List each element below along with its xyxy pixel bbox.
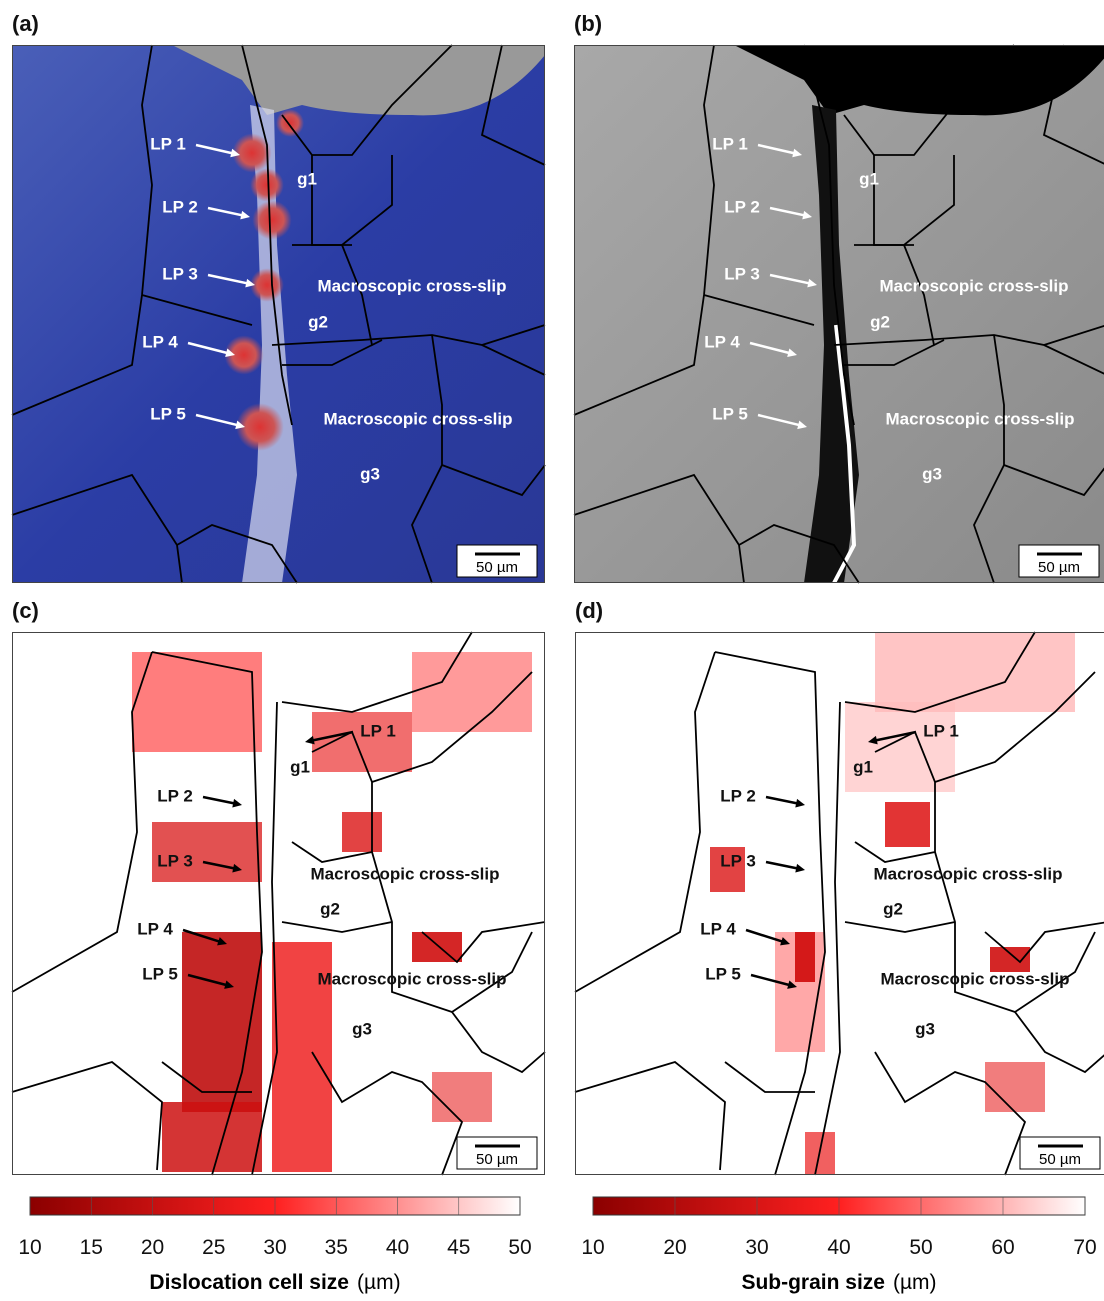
panel-label: (a) xyxy=(12,11,39,36)
panel: LP 1 LP 2 LP 3 LP 4 LP 5 g1 g2 g3 Macroscopic cr… xyxy=(574,45,1104,583)
annotation: LP 4 xyxy=(137,919,173,938)
annotation: LP 2 xyxy=(157,786,193,805)
colorbar-tick-label: 60 xyxy=(991,1236,1014,1259)
colorbar-tick-label: 10 xyxy=(18,1236,41,1259)
red-region xyxy=(342,812,382,852)
annotation: Macroscopic cross-slip xyxy=(324,409,513,428)
annotation: LP 3 xyxy=(157,851,193,870)
red-region xyxy=(990,947,1030,972)
colorbar-tick-label: 45 xyxy=(447,1236,470,1259)
scale-bar-label: 50 µm xyxy=(476,559,518,576)
annotation: LP 2 xyxy=(720,786,756,805)
red-region xyxy=(412,932,462,962)
annotation: g2 xyxy=(870,312,890,331)
colorbar-unit: (µm) xyxy=(893,1271,937,1294)
panel-label: (b) xyxy=(574,11,602,36)
annotation: LP 4 xyxy=(142,332,178,351)
annotation: Macroscopic cross-slip xyxy=(318,969,507,988)
hotspot xyxy=(250,268,284,302)
annotation: LP 5 xyxy=(150,404,186,423)
scale-bar-label: 50 µm xyxy=(476,1151,518,1168)
red-region xyxy=(412,652,532,732)
colorbar-unit: (µm) xyxy=(357,1271,401,1294)
hotspot xyxy=(276,109,304,137)
colorbar-tick-label: 40 xyxy=(827,1236,850,1259)
annotation: g1 xyxy=(859,169,879,188)
annotation: LP 1 xyxy=(150,134,186,153)
colorbar-tick-label: 25 xyxy=(202,1236,225,1259)
scale-bar-label: 50 µm xyxy=(1039,1151,1081,1168)
red-region xyxy=(432,1072,492,1122)
annotation: g1 xyxy=(853,757,873,776)
annotation: LP 4 xyxy=(704,332,740,351)
panel-label: (c) xyxy=(12,598,39,623)
red-region xyxy=(795,932,815,982)
panel: LP 1 LP 2 LP 3 LP 4 LP 5 g1 g2 g3 Macroscopic cr… xyxy=(12,45,545,583)
colorbar-tick-label: 40 xyxy=(386,1236,409,1259)
annotation: g1 xyxy=(297,169,317,188)
figure: LP 1 LP 2 LP 3 LP 4 LP 5 g1 g2 g3 Macroscopic cr… xyxy=(0,0,1104,1296)
annotation: g2 xyxy=(308,312,328,331)
red-region xyxy=(162,1102,262,1172)
annotation: LP 2 xyxy=(724,197,760,216)
colorbar-title: Dislocation cell size (µm) xyxy=(149,1271,400,1294)
colorbar-tick-label: 20 xyxy=(663,1236,686,1259)
colorbar-tick-label: 20 xyxy=(141,1236,164,1259)
annotation: LP 3 xyxy=(720,851,756,870)
annotation: g2 xyxy=(883,899,903,918)
annotation: LP 5 xyxy=(705,964,741,983)
annotation: g3 xyxy=(915,1019,935,1038)
hotspot xyxy=(252,200,291,239)
colorbar-tick-label: 70 xyxy=(1073,1236,1096,1259)
annotation: Macroscopic cross-slip xyxy=(874,864,1063,883)
colorbar-tick-label: 50 xyxy=(909,1236,932,1259)
scale-bar-label: 50 µm xyxy=(1038,559,1080,576)
colorbar-tick-label: 35 xyxy=(325,1236,348,1259)
annotation: LP 1 xyxy=(712,134,748,153)
annotation: g1 xyxy=(290,757,310,776)
annotation: LP 1 xyxy=(923,721,959,740)
panel-label: (d) xyxy=(575,598,603,623)
annotation: g2 xyxy=(320,899,340,918)
annotation: LP 1 xyxy=(360,721,396,740)
annotation: LP 3 xyxy=(724,264,760,283)
red-region xyxy=(132,652,262,752)
annotation: Macroscopic cross-slip xyxy=(318,276,507,295)
colorbar-tick-label: 15 xyxy=(80,1236,103,1259)
annotation: LP 2 xyxy=(162,197,198,216)
annotation: LP 3 xyxy=(162,264,198,283)
colorbar-title-text: Dislocation cell size xyxy=(149,1271,349,1294)
panel: LP 1 LP 2 LP 3 LP 4 LP 5 g1 g2 g3 Macroscopic cr… xyxy=(12,632,545,1175)
colorbar-tick-label: 30 xyxy=(263,1236,286,1259)
red-region xyxy=(875,632,1075,712)
red-region xyxy=(885,802,930,847)
annotation: Macroscopic cross-slip xyxy=(311,864,500,883)
red-region xyxy=(845,702,955,792)
colorbar-tick-label: 30 xyxy=(745,1236,768,1259)
annotation: LP 4 xyxy=(700,919,736,938)
annotation: g3 xyxy=(352,1019,372,1038)
colorbar-tick-label: 10 xyxy=(581,1236,604,1259)
annotation: LP 5 xyxy=(712,404,748,423)
annotation: Macroscopic cross-slip xyxy=(886,409,1075,428)
annotation: LP 5 xyxy=(142,964,178,983)
colorbar-title: Sub-grain size (µm) xyxy=(741,1271,936,1294)
panel: LP 1 LP 2 LP 3 LP 4 LP 5 g1 g2 g3 Macroscopic cr… xyxy=(575,632,1104,1175)
annotation: Macroscopic cross-slip xyxy=(880,276,1069,295)
colorbar-tick-label: 50 xyxy=(508,1236,531,1259)
red-region xyxy=(985,1062,1045,1112)
hotspot xyxy=(250,168,284,202)
annotation: Macroscopic cross-slip xyxy=(881,969,1070,988)
annotation: g3 xyxy=(922,464,942,483)
colorbar-title-text: Sub-grain size xyxy=(741,1271,885,1294)
annotation: g3 xyxy=(360,464,380,483)
